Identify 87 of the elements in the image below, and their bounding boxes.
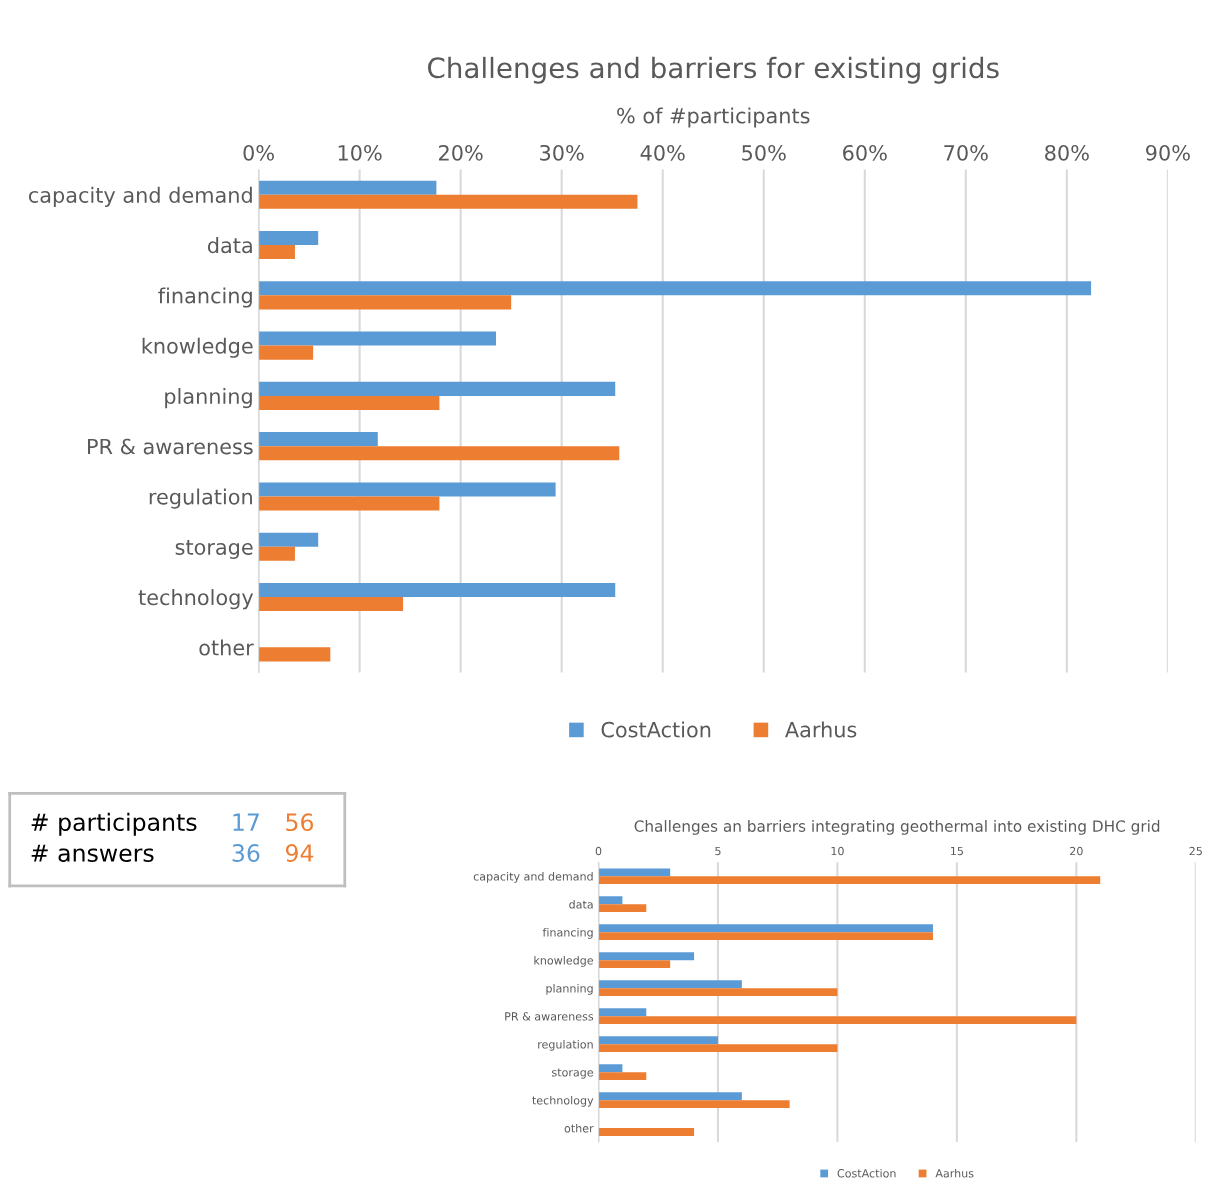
bar [598,960,671,969]
bar [598,1128,695,1136]
y-tick-label: regulation [538,1039,593,1051]
x-tick-label: 0% [243,144,274,161]
bar [258,331,497,346]
y-tick-label: technology [138,589,254,610]
legend-label: CostAction [837,1168,896,1178]
chart-title: Challenges and barriers for existing grids [427,56,999,84]
text: 36 [232,844,260,862]
y-tick-label: capacity and demand [473,872,593,883]
bar [258,295,512,310]
y-tick-label: data [569,899,593,909]
bar [598,1016,1077,1024]
bar [258,230,319,246]
bar [258,582,616,598]
text: 17 [233,813,259,831]
bar [258,345,314,360]
bar [258,180,437,195]
y-tick-label: other [564,1123,594,1133]
y-tick-label: other [199,639,254,656]
x-tick-label: 30% [540,144,584,161]
bar [258,647,331,662]
y-tick-label: technology [532,1095,594,1107]
y-tick-label: PR & awareness [88,438,253,455]
text: # answers [31,844,154,862]
bar [258,546,295,561]
bar [258,194,638,209]
y-tick-label: financing [158,287,252,308]
bar [258,395,440,410]
bar [598,932,933,941]
y-tick-label: PR & awareness [505,1012,594,1021]
bar [598,868,671,877]
bar [598,952,695,961]
x-tick-label: 80% [1045,144,1089,161]
bar [258,496,440,511]
x-tick-label: 50% [742,144,786,161]
legend-label: Aarhus [785,721,857,738]
bar [258,597,404,612]
y-tick-label: financing [542,927,593,939]
bar [258,532,319,547]
x-tick-label: 20 [1070,846,1083,856]
x-tick-label: 20% [439,144,483,161]
bar [598,988,838,997]
chart-subtitle: % of #participants [617,107,810,128]
x-tick-label: 15 [951,846,963,856]
bar [258,245,295,260]
bar [598,1008,647,1017]
x-tick-label: 90% [1146,144,1190,161]
y-tick-label: planning [546,983,593,995]
x-tick-label: 10% [338,144,382,161]
bar [258,281,1092,296]
x-tick-label: 70% [944,144,988,161]
bar [598,896,623,905]
x-tick-label: 25 [1189,846,1202,856]
bar [258,381,616,396]
legend-label: Aarhus [935,1168,974,1178]
bar [598,1100,790,1108]
bar [258,446,620,461]
bar [258,482,556,497]
text: 94 [285,844,314,862]
y-tick-label: planning [165,387,252,409]
y-tick-label: regulation [149,488,252,509]
bar [598,1072,647,1080]
y-tick-label: storage [552,1068,594,1079]
bar [598,876,1101,885]
bar [598,980,742,989]
legend-label: CostAction [601,721,711,738]
x-tick-label: 10 [831,846,844,856]
bar [598,1036,718,1045]
y-tick-label: data [207,237,252,254]
x-tick-label: 60% [843,144,887,161]
bar [598,1092,742,1101]
x-tick-label: 40% [640,144,685,161]
bar [598,1044,838,1052]
x-tick-label: 0 [595,846,602,856]
text: 56 [286,813,314,832]
bar [598,924,933,933]
y-tick-label: knowledge [142,337,253,358]
bar [258,432,378,447]
chart-title: Challenges an barriers integrating geothermal into existing DHC grid [634,820,1160,835]
y-tick-label: capacity and demand [28,186,252,207]
bar [598,904,647,913]
bar [598,1064,623,1073]
y-tick-label: knowledge [534,955,594,967]
y-tick-label: storage [175,540,253,559]
text: # participants [31,812,197,836]
x-tick-label: 5 [715,846,721,856]
